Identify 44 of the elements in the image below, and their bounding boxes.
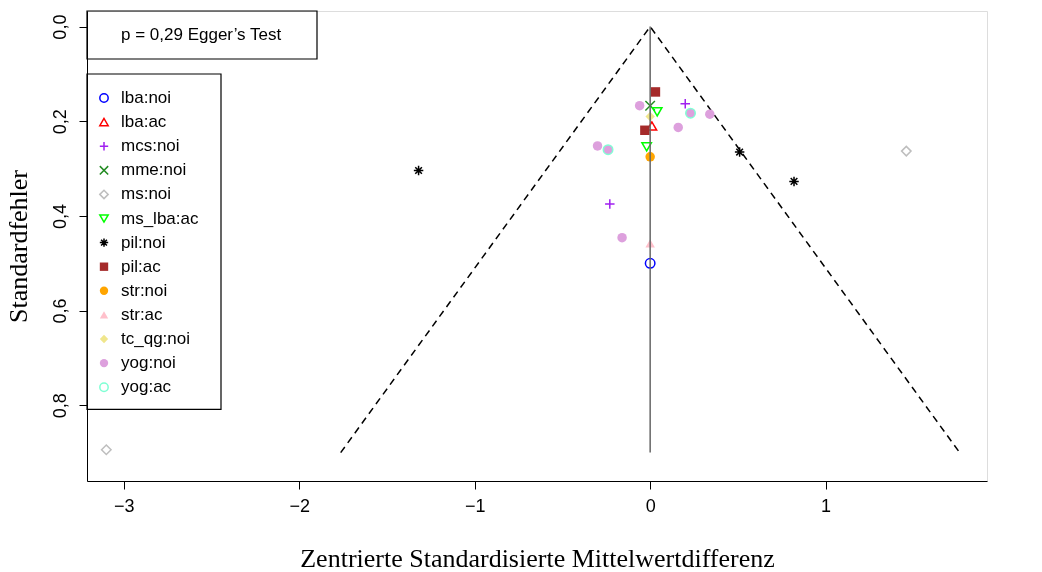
point <box>592 141 603 151</box>
point <box>634 100 645 111</box>
legend-label: ms:noi <box>121 184 172 204</box>
legend-label: pil:ac <box>121 256 162 276</box>
point <box>705 109 715 119</box>
y-tick-label: 0,2 <box>49 109 70 135</box>
y-tick-label: 0,6 <box>49 298 70 324</box>
legend-label: lba:ac <box>121 112 167 132</box>
x-tick-label: −3 <box>114 495 135 516</box>
point <box>644 100 656 112</box>
point <box>617 232 627 243</box>
point <box>650 87 661 97</box>
point <box>900 145 912 157</box>
x-axis-title: Zentrierte Standardisierte Mittelwertdifferenz <box>300 543 775 572</box>
y-tick-label: 0,8 <box>49 393 70 419</box>
legend-label: yog:noi <box>121 353 176 373</box>
point <box>673 122 683 133</box>
point <box>640 125 650 136</box>
point <box>100 444 112 456</box>
point <box>788 175 800 187</box>
legend-label: str:ac <box>121 304 164 324</box>
legend-label: yog:ac <box>121 377 172 397</box>
point <box>679 98 691 110</box>
annotation: p = 0,29 Egger’s Test <box>121 25 282 44</box>
legend-label: tc_qg:noi <box>121 329 190 348</box>
y-tick-label: 0,4 <box>49 203 70 229</box>
legend-label: ms_lba:ac <box>121 208 199 228</box>
x-tick-label: 0 <box>645 495 656 516</box>
point <box>644 257 656 269</box>
point <box>604 198 616 210</box>
legend-label: mme:noi <box>121 160 187 180</box>
legend-label: str:noi <box>121 280 168 300</box>
legend-label: lba:noi <box>121 88 172 107</box>
x-tick-label: 1 <box>821 495 832 516</box>
legend-label: mcs:noi <box>121 136 180 156</box>
point <box>413 165 425 176</box>
legend-label: pil:noi <box>121 232 166 252</box>
x-tick-label: −1 <box>464 495 486 516</box>
point <box>641 141 653 152</box>
point <box>734 146 746 158</box>
y-tick-label: 0,0 <box>49 14 70 40</box>
x-tick-label: −2 <box>289 495 311 516</box>
point <box>651 106 663 117</box>
y-axis-title: Standardfehler <box>3 169 33 324</box>
